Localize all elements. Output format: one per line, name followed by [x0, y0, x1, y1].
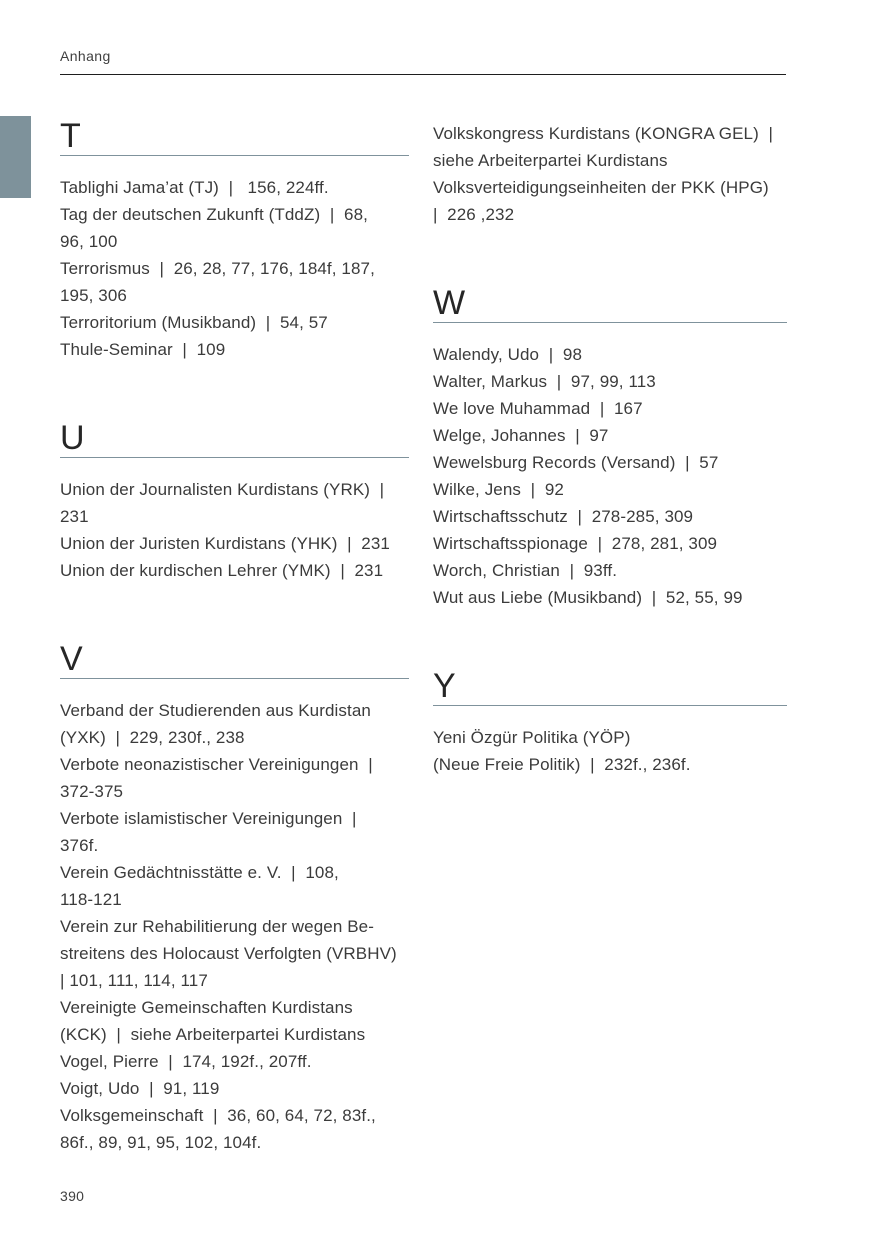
index-entry: Wirtschaftsschutz | 278-285, 309 — [433, 507, 694, 526]
index-entry: Volkskongress Kurdistans (KONGRA GEL) | … — [433, 124, 774, 170]
index-entry: Wilke, Jens | 92 — [433, 480, 564, 499]
page-number: 390 — [60, 1188, 85, 1204]
index-section-v-continued: Volkskongress Kurdistans (KONGRA GEL) | … — [433, 120, 787, 228]
section-entries: Union der Journalisten Kurdistans (YRK) … — [60, 476, 409, 584]
index-entry: Vereinigte Gemeinschaften Kurdistans (KC… — [60, 998, 366, 1044]
chapter-edge-tab — [0, 116, 31, 198]
section-entries: Verband der Studierenden aus Kurdistan (… — [60, 697, 409, 1156]
index-entry: Union der kurdischen Lehrer (YMK) | 231 — [60, 561, 384, 580]
index-entry: Walendy, Udo | 98 — [433, 345, 582, 364]
section-letter: Y — [433, 667, 457, 705]
section-rule — [60, 678, 409, 679]
section-rule — [60, 155, 409, 156]
index-column-right: Volkskongress Kurdistans (KONGRA GEL) | … — [433, 120, 787, 778]
index-section-w: W Walendy, Udo | 98 Walter, Markus | 97,… — [433, 284, 787, 611]
section-rule — [433, 322, 787, 323]
index-entry: Walter, Markus | 97, 99, 113 — [433, 372, 656, 391]
index-entry: Volksgemeinschaft | 36, 60, 64, 72, 83f.… — [60, 1106, 376, 1152]
header-rule — [60, 74, 786, 75]
index-entry: Wut aus Liebe (Musikband) | 52, 55, 99 — [433, 588, 743, 607]
index-entry: Welge, Johannes | 97 — [433, 426, 609, 445]
index-entry: Vogel, Pierre | 174, 192f., 207ff. — [60, 1052, 312, 1071]
index-entry: Voigt, Udo | 91, 119 — [60, 1079, 220, 1098]
index-entry: Union der Juristen Kurdistans (YHK) | 23… — [60, 534, 390, 553]
section-letter: W — [433, 284, 466, 322]
index-section-t: T Tablighi Jama’at (TJ) | 156, 224ff. Ta… — [60, 117, 409, 363]
index-entry: Worch, Christian | 93ff. — [433, 561, 618, 580]
index-entry: Wirtschaftsspionage | 278, 281, 309 — [433, 534, 718, 553]
index-entry: Volksverteidigungseinheiten der PKK (HPG… — [433, 178, 769, 224]
index-entry: Verband der Studierenden aus Kurdistan (… — [60, 701, 371, 747]
section-entries: Walendy, Udo | 98 Walter, Markus | 97, 9… — [433, 341, 787, 611]
section-rule — [433, 705, 787, 706]
section-entries: Volkskongress Kurdistans (KONGRA GEL) | … — [433, 120, 787, 228]
section-entries: Yeni Özgür Politika (YÖP) (Neue Freie Po… — [433, 724, 787, 778]
index-entry: Verein zur Rehabilitierung der wegen Be-… — [60, 917, 397, 990]
running-head: Anhang — [60, 48, 111, 64]
section-letter: V — [60, 640, 84, 678]
index-section-y: Y Yeni Özgür Politika (YÖP) (Neue Freie … — [433, 667, 787, 778]
section-letter: U — [60, 419, 86, 457]
index-section-v: V Verband der Studierenden aus Kurdistan… — [60, 640, 409, 1156]
index-column-left: T Tablighi Jama’at (TJ) | 156, 224ff. Ta… — [60, 117, 409, 1156]
index-entry: Verbote neonazistischer Vereinigungen | … — [60, 755, 373, 801]
index-entry: Tag der deutschen Zukunft (TddZ) | 68, 9… — [60, 205, 368, 251]
index-entry: Wewelsburg Records (Versand) | 57 — [433, 453, 719, 472]
index-entry: Verein Gedächtnisstätte e. V. | 108, 118… — [60, 863, 339, 909]
index-entry: Tablighi Jama’at (TJ) | 156, 224ff. — [60, 178, 329, 197]
section-rule — [60, 457, 409, 458]
index-section-u: U Union der Journalisten Kurdistans (YRK… — [60, 419, 409, 584]
index-entry: We love Muhammad | 167 — [433, 399, 643, 418]
index-entry: Terroritorium (Musikband) | 54, 57 — [60, 313, 328, 332]
index-entry: Yeni Özgür Politika (YÖP) (Neue Freie Po… — [433, 728, 691, 774]
index-entry: Terrorismus | 26, 28, 77, 176, 184f, 187… — [60, 259, 375, 305]
index-entry: Verbote islamistischer Vereinigungen | 3… — [60, 809, 357, 855]
index-entry: Union der Journalisten Kurdistans (YRK) … — [60, 480, 385, 526]
section-letter: T — [60, 117, 82, 155]
index-entry: Thule-Seminar | 109 — [60, 340, 226, 359]
section-entries: Tablighi Jama’at (TJ) | 156, 224ff. Tag … — [60, 174, 409, 363]
